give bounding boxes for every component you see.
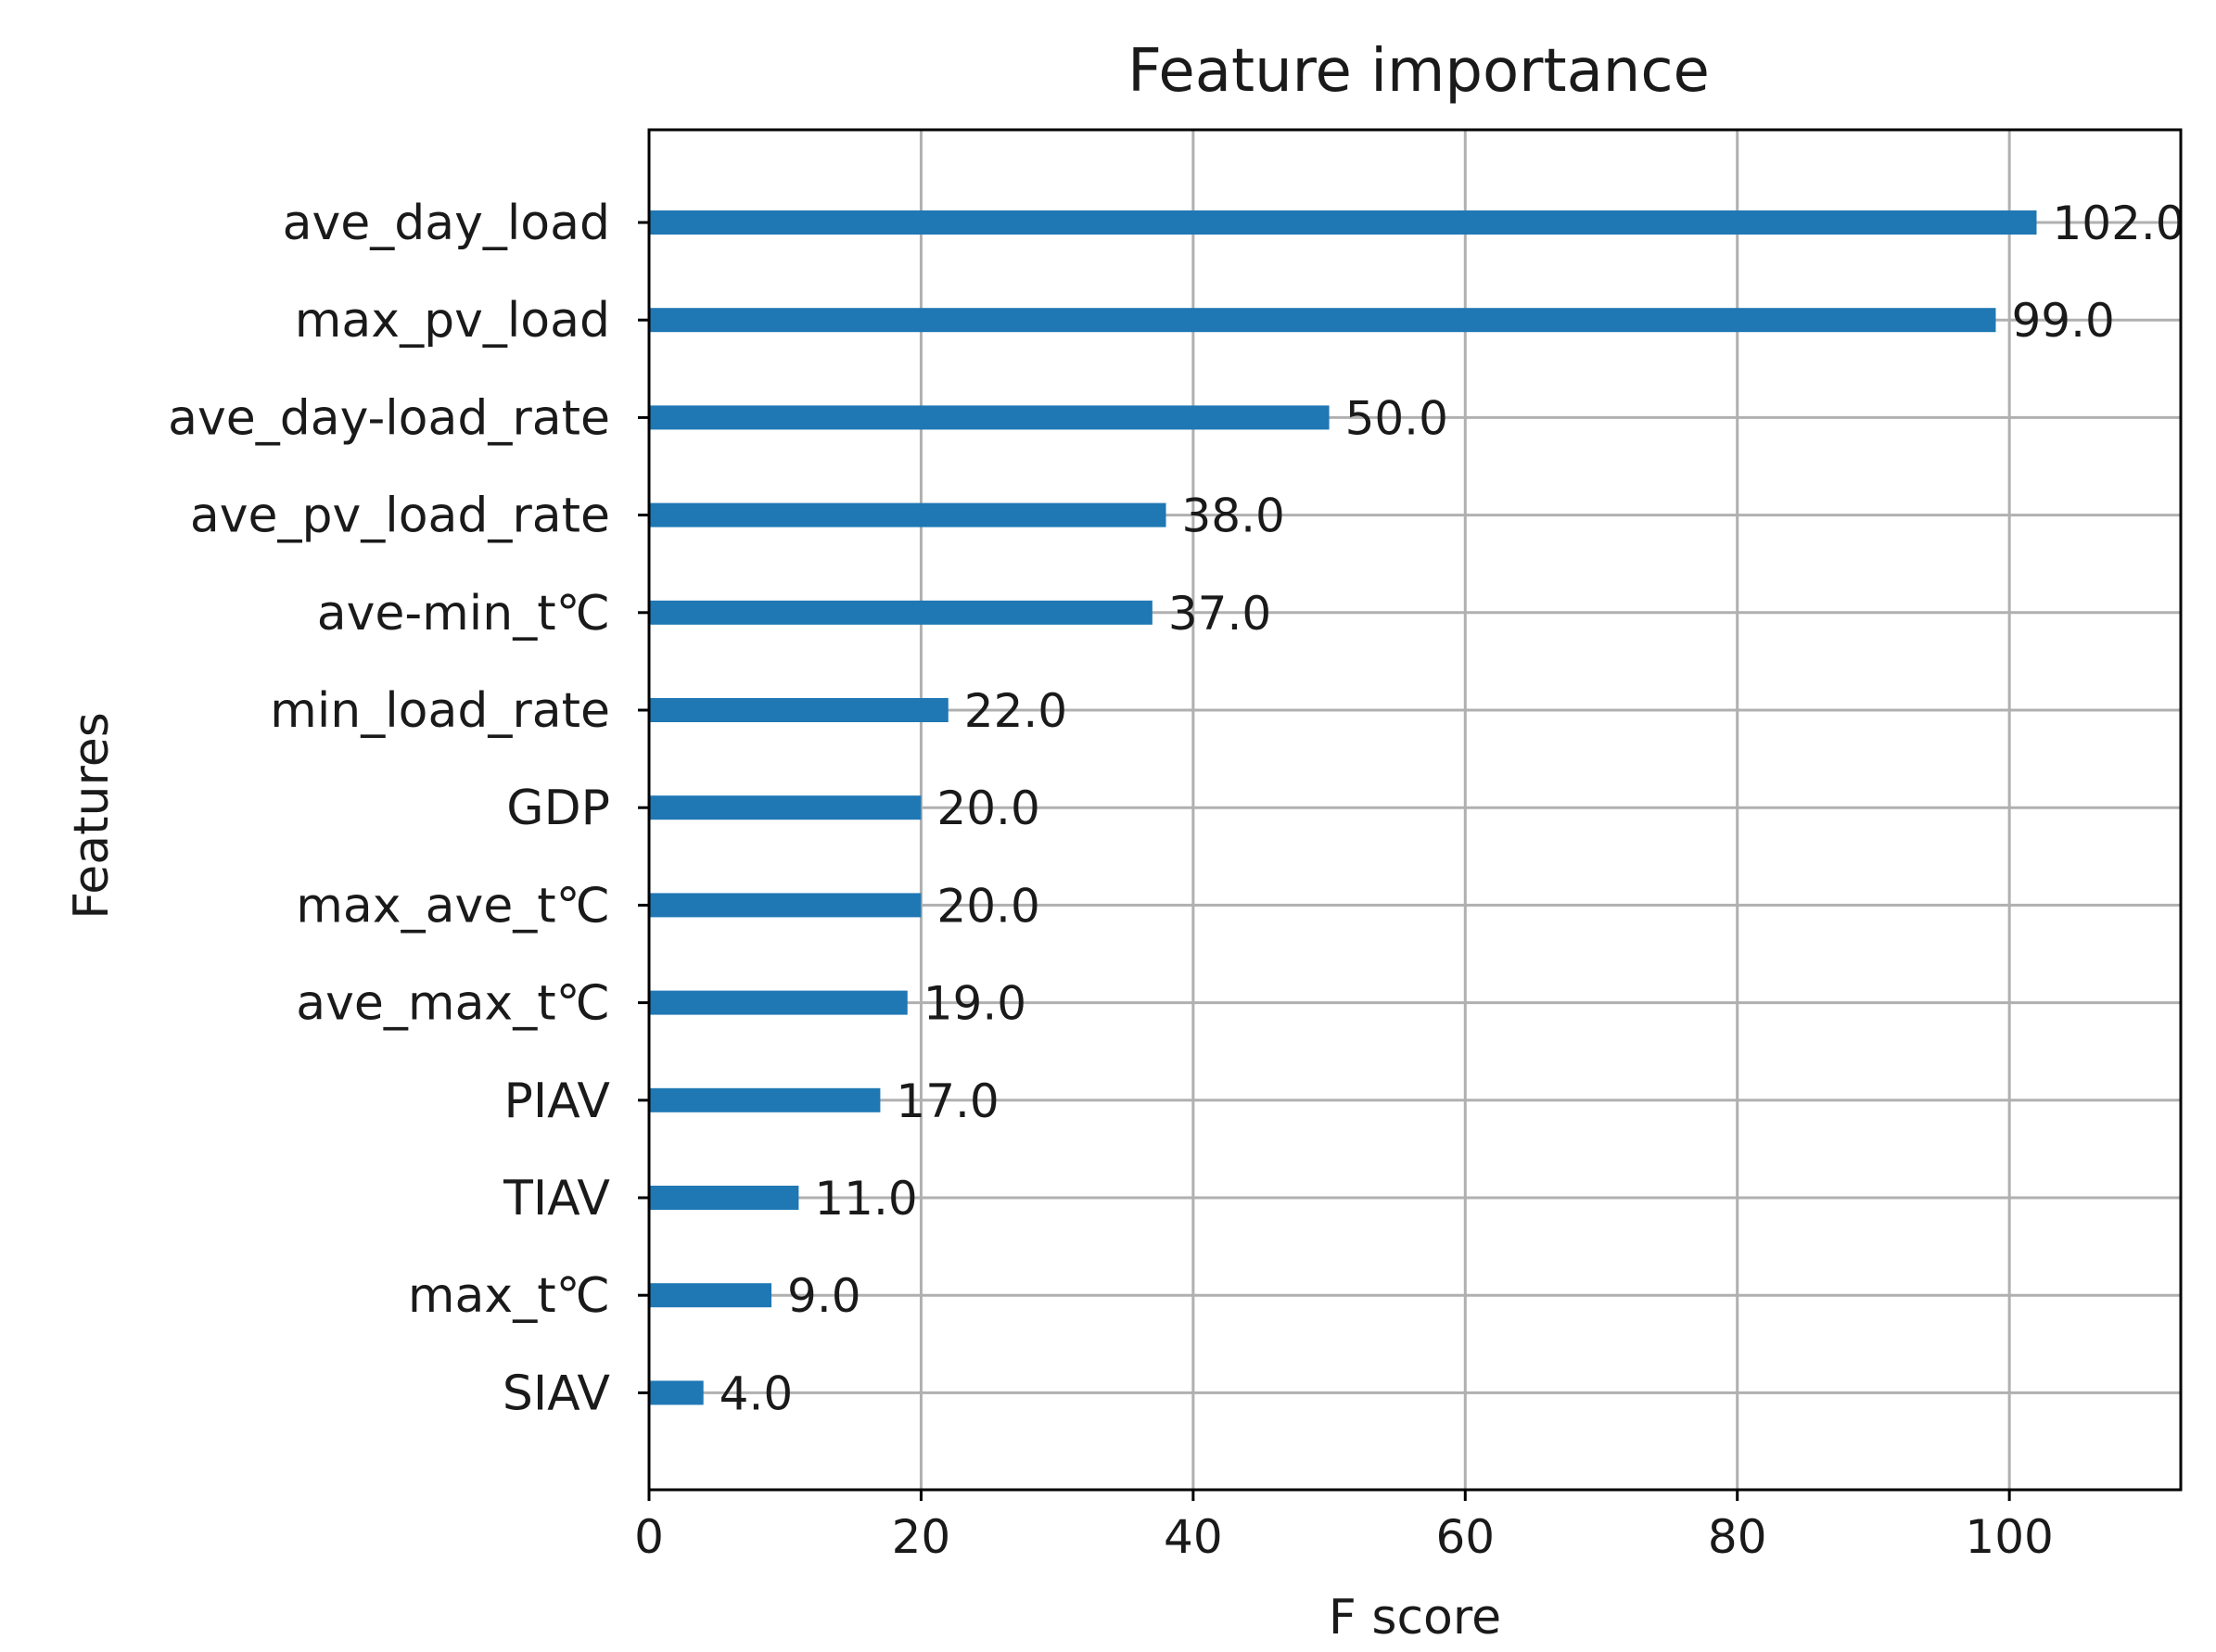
x-tick-label: 0: [634, 1510, 664, 1564]
plot-frame: [647, 128, 2183, 1492]
bar: [649, 308, 1996, 333]
value-label: 20.0: [936, 879, 1039, 933]
y-tick-label: ave_max_t℃: [296, 976, 610, 1032]
value-label: 20.0: [936, 782, 1039, 835]
y-axis-label: Features: [64, 712, 120, 920]
value-label: 50.0: [1345, 391, 1448, 445]
y-tick-label: ave-min_t℃: [317, 586, 610, 642]
value-label: 11.0: [814, 1172, 917, 1226]
bar: [649, 600, 1153, 625]
bar: [649, 1186, 799, 1210]
bar: [649, 893, 922, 918]
bars: [649, 210, 2037, 1405]
y-tick-label: ave_pv_load_rate: [190, 489, 610, 544]
y-tick-label: GDP: [506, 781, 610, 836]
y-tick-label: TIAV: [503, 1171, 610, 1226]
x-tick-label: 100: [1965, 1510, 2053, 1564]
bar: [649, 210, 2037, 235]
bar: [649, 990, 908, 1015]
chart-title: Feature importance: [1127, 37, 1710, 106]
bar: [649, 1283, 772, 1308]
bar: [649, 698, 949, 722]
x-tick-label: 80: [1708, 1510, 1767, 1564]
value-label: 37.0: [1168, 587, 1271, 641]
value-label: 99.0: [2011, 294, 2114, 348]
y-tick-label: min_load_rate: [270, 683, 610, 739]
value-label: 38.0: [1182, 489, 1285, 543]
bar: [649, 1087, 881, 1112]
value-label: 19.0: [923, 977, 1026, 1031]
y-tick-label: max_pv_load: [295, 293, 610, 349]
bar: [649, 502, 1166, 527]
x-tick-labels: 0 20 40 60 80 100: [634, 1490, 2054, 1564]
y-tick-label: max_t℃: [408, 1268, 610, 1324]
y-tick-label: max_ave_t℃: [296, 878, 610, 934]
value-label: 9.0: [787, 1269, 861, 1323]
y-tick-label: PIAV: [503, 1074, 610, 1129]
value-labels: 102.0 99.0 50.0 38.0 37.0 22.0 20.0 20.0 19.0 17.…: [720, 197, 2185, 1420]
y-tick-label: SIAV: [503, 1366, 611, 1421]
value-label: 102.0: [2052, 197, 2184, 250]
value-label: 17.0: [896, 1074, 999, 1128]
value-label: 22.0: [964, 684, 1067, 738]
y-tick-label: ave_day-load_rate: [168, 390, 610, 446]
value-label: 4.0: [720, 1366, 794, 1420]
x-tick-label: 20: [892, 1510, 951, 1564]
bar: [649, 405, 1330, 430]
y-tick-label: ave_day_load: [283, 196, 610, 251]
y-tick-labels: ave_day_load max_pv_load ave_day-load_rate…: [168, 196, 649, 1421]
bar: [649, 795, 922, 820]
x-tick-label: 40: [1164, 1510, 1223, 1564]
x-axis-label: F score: [1329, 1590, 1501, 1646]
x-tick-label: 60: [1435, 1510, 1495, 1564]
bar: [649, 1380, 704, 1405]
